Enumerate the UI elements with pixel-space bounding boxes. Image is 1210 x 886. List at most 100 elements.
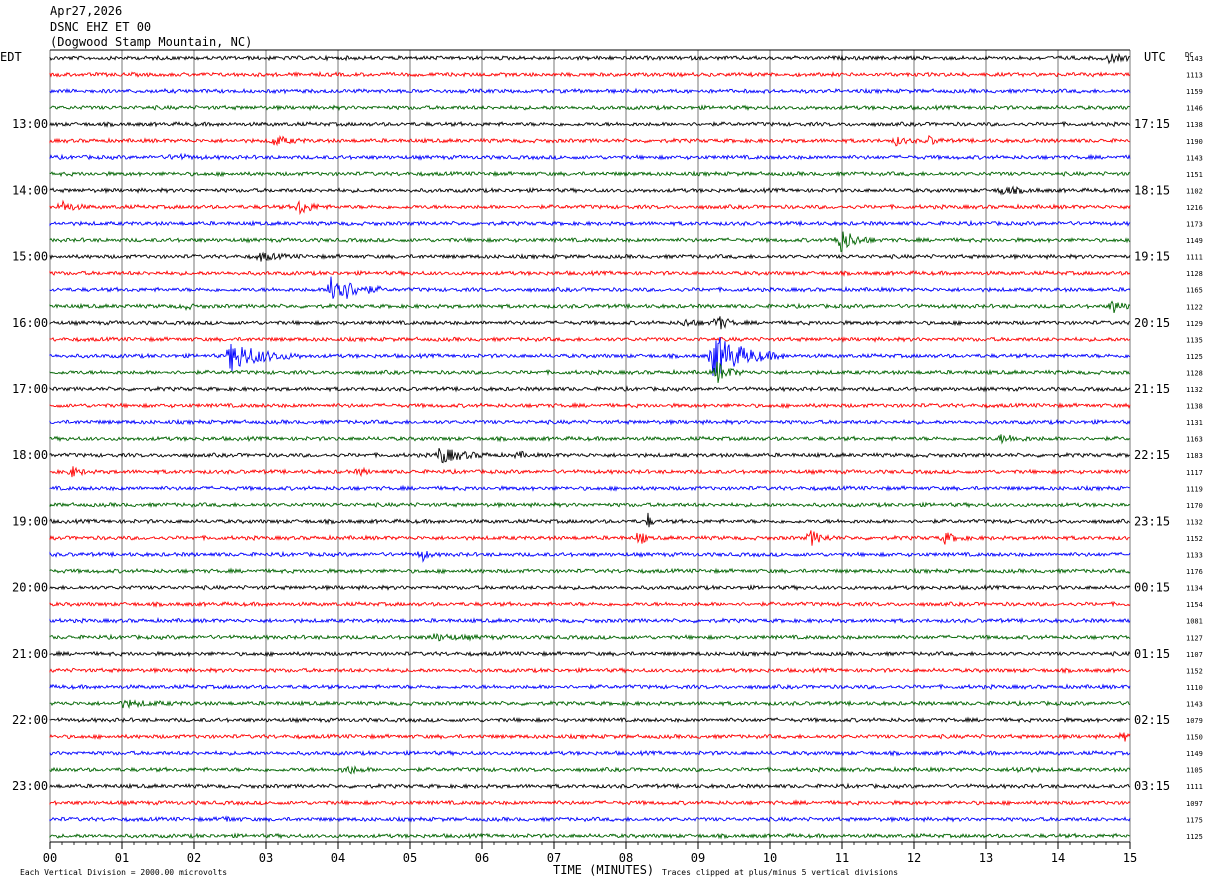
x-tick-label: 15: [1123, 851, 1137, 865]
x-tick-label: 14: [1051, 851, 1065, 865]
seismic-trace: [49, 276, 1131, 299]
hour-label-right: 02:15: [1134, 713, 1170, 727]
header-location: (Dogwood Stamp Mountain, NC): [50, 35, 253, 49]
seismic-trace: [49, 550, 1131, 563]
hour-label-right: 19:15: [1134, 250, 1170, 264]
x-tick-label: 00: [43, 851, 57, 865]
seismic-trace: [49, 600, 1131, 608]
seismic-trace: [49, 567, 1131, 575]
dc-value: 1111: [1186, 783, 1203, 791]
x-tick-label: 05: [403, 851, 417, 865]
hour-label-left: 22:00: [12, 713, 48, 727]
seismic-trace: [49, 170, 1131, 178]
hour-label-right: 01:15: [1134, 647, 1170, 661]
header-channel: DSNC EHZ ET 00: [50, 20, 152, 34]
seismic-trace: [49, 401, 1131, 409]
dc-value: 1173: [1186, 221, 1203, 229]
hour-label-left: 14:00: [12, 183, 48, 197]
x-tick-label: 07: [547, 851, 561, 865]
dc-value: 1190: [1186, 138, 1203, 146]
dc-value: 1152: [1186, 667, 1203, 675]
dc-value: 1105: [1186, 767, 1203, 775]
dc-value: 1152: [1186, 535, 1203, 543]
hour-label-right: 17:15: [1134, 117, 1170, 131]
seismic-trace: [49, 219, 1131, 227]
x-tick-label: 08: [619, 851, 633, 865]
dc-value: 1165: [1186, 287, 1203, 295]
dc-value: 1143: [1186, 701, 1203, 709]
seismic-trace: [49, 300, 1131, 314]
dc-value: 1102: [1186, 187, 1203, 195]
x-tick-label: 03: [259, 851, 273, 865]
x-tick-label: 01: [115, 851, 129, 865]
seismic-trace: [49, 251, 1131, 262]
dc-value: 1159: [1186, 88, 1203, 96]
dc-value: 1081: [1186, 618, 1203, 626]
dc-value: 1132: [1186, 386, 1203, 394]
seismic-trace: [49, 185, 1131, 196]
dc-value: 1143: [1186, 154, 1203, 162]
right-tz-label: UTC: [1144, 50, 1166, 64]
dc-value: 1128: [1186, 270, 1203, 278]
dc-value: 1154: [1186, 601, 1203, 609]
dc-value: 1117: [1186, 469, 1203, 477]
seismic-trace: [49, 666, 1131, 675]
dc-value: 1149: [1186, 237, 1203, 245]
seismic-trace: [49, 336, 1131, 376]
seismic-trace: [49, 269, 1131, 277]
dc-value: 1134: [1186, 585, 1203, 593]
seismic-trace: [49, 199, 1131, 216]
dc-value: 1119: [1186, 485, 1203, 493]
seismic-trace: [49, 815, 1131, 823]
dc-value: 1138: [1186, 121, 1203, 129]
hour-label-right: 21:15: [1134, 382, 1170, 396]
dc-value: 1149: [1186, 750, 1203, 758]
seismic-trace: [49, 70, 1131, 78]
seismic-trace: [49, 731, 1131, 742]
seismic-trace: [49, 385, 1131, 393]
seismic-trace: [49, 501, 1131, 509]
seismic-trace: [49, 466, 1131, 478]
seismic-trace: [49, 361, 1131, 383]
seismic-trace: [49, 749, 1131, 757]
dc-value: 1122: [1186, 303, 1203, 311]
dc-value: 1135: [1186, 336, 1203, 344]
seismic-trace: [49, 716, 1131, 724]
dc-value: 1138: [1186, 403, 1203, 411]
footer-right-note: Traces clipped at plus/minus 5 vertical …: [662, 868, 898, 877]
x-tick-label: 02: [187, 851, 201, 865]
dc-value: 1150: [1186, 734, 1203, 742]
dc-value: 1131: [1186, 419, 1203, 427]
hour-label-right: 00:15: [1134, 581, 1170, 595]
hour-label-right: 22:15: [1134, 448, 1170, 462]
dc-value: 1176: [1186, 568, 1203, 576]
dc-value: 1079: [1186, 717, 1203, 725]
minute-grid: [49, 49, 1131, 849]
dc-value: 1170: [1186, 502, 1203, 510]
hour-label-left: 13:00: [12, 117, 48, 131]
seismic-trace: [49, 87, 1131, 95]
seismic-trace: [49, 231, 1131, 253]
seismic-trace: [49, 120, 1131, 128]
dc-value: 1183: [1186, 452, 1203, 460]
trace-group: [49, 52, 1131, 840]
dc-value: 1107: [1186, 651, 1203, 659]
seismic-trace: [49, 617, 1131, 625]
seismic-trace: [49, 683, 1131, 691]
hour-label-right: 23:15: [1134, 514, 1170, 528]
dc-value: 1125: [1186, 353, 1203, 361]
seismic-trace: [49, 134, 1131, 147]
hour-label-right: 20:15: [1134, 316, 1170, 330]
header-date: Apr27,2026: [50, 4, 123, 18]
hour-label-right: 03:15: [1134, 779, 1170, 793]
x-axis-title: TIME (MINUTES): [553, 863, 654, 877]
seismic-trace: [49, 104, 1131, 112]
seismic-trace: [49, 52, 1131, 65]
dc-value: 1146: [1186, 105, 1203, 113]
hour-label-left: 19:00: [12, 514, 48, 528]
x-tick-label: 10: [763, 851, 777, 865]
seismic-trace: [49, 765, 1131, 775]
seismic-trace: [49, 335, 1131, 343]
footer-left-note: Each Vertical Division = 2000.00 microvo…: [20, 868, 227, 877]
